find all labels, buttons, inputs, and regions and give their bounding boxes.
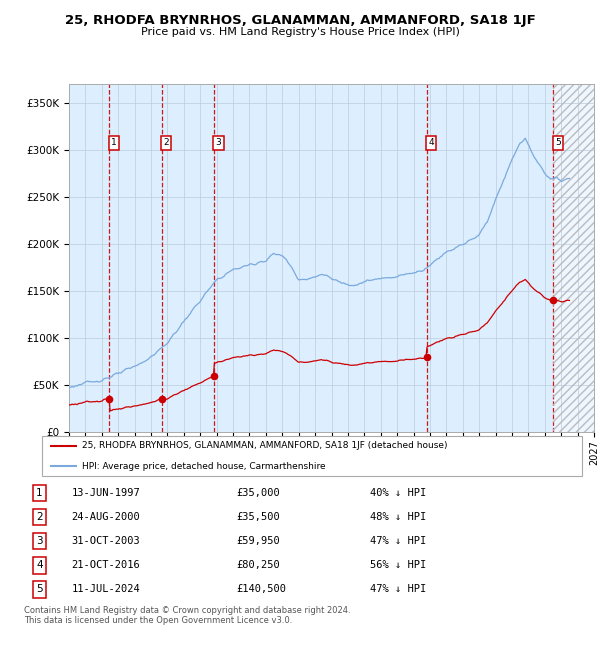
Text: 2: 2	[163, 138, 169, 148]
Text: 2: 2	[37, 512, 43, 522]
Text: 3: 3	[37, 536, 43, 546]
Text: 4: 4	[428, 138, 434, 148]
Text: Contains HM Land Registry data © Crown copyright and database right 2024.
This d: Contains HM Land Registry data © Crown c…	[24, 606, 350, 625]
Text: £80,250: £80,250	[236, 560, 280, 570]
Text: 21-OCT-2016: 21-OCT-2016	[71, 560, 140, 570]
Text: Price paid vs. HM Land Registry's House Price Index (HPI): Price paid vs. HM Land Registry's House …	[140, 27, 460, 37]
Text: £35,000: £35,000	[236, 488, 280, 498]
Text: £35,500: £35,500	[236, 512, 280, 522]
Text: £59,950: £59,950	[236, 536, 280, 546]
Text: 25, RHODFA BRYNRHOS, GLANAMMAN, AMMANFORD, SA18 1JF: 25, RHODFA BRYNRHOS, GLANAMMAN, AMMANFOR…	[65, 14, 535, 27]
Text: 47% ↓ HPI: 47% ↓ HPI	[370, 536, 426, 546]
Text: 25, RHODFA BRYNRHOS, GLANAMMAN, AMMANFORD, SA18 1JF (detached house): 25, RHODFA BRYNRHOS, GLANAMMAN, AMMANFOR…	[83, 441, 448, 450]
Text: 56% ↓ HPI: 56% ↓ HPI	[370, 560, 426, 570]
Text: 1: 1	[37, 488, 43, 498]
Text: 47% ↓ HPI: 47% ↓ HPI	[370, 584, 426, 594]
Text: 40% ↓ HPI: 40% ↓ HPI	[370, 488, 426, 498]
Text: 13-JUN-1997: 13-JUN-1997	[71, 488, 140, 498]
Text: 1: 1	[111, 138, 116, 148]
Text: 48% ↓ HPI: 48% ↓ HPI	[370, 512, 426, 522]
Text: 5: 5	[37, 584, 43, 594]
Text: 3: 3	[215, 138, 221, 148]
Text: 24-AUG-2000: 24-AUG-2000	[71, 512, 140, 522]
Text: 4: 4	[37, 560, 43, 570]
Bar	[553, 84, 594, 432]
Text: HPI: Average price, detached house, Carmarthenshire: HPI: Average price, detached house, Carm…	[83, 462, 326, 471]
Text: 5: 5	[555, 138, 561, 148]
Bar	[553, 84, 594, 432]
Text: 11-JUL-2024: 11-JUL-2024	[71, 584, 140, 594]
Text: 31-OCT-2003: 31-OCT-2003	[71, 536, 140, 546]
Text: £140,500: £140,500	[236, 584, 286, 594]
